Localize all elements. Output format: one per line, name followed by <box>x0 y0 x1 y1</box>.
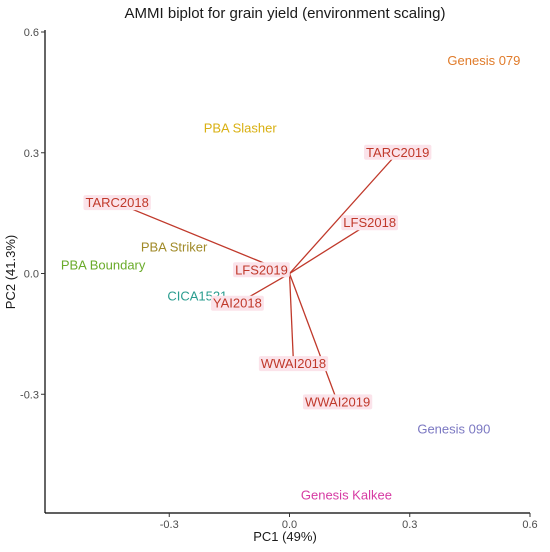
environment-label-bg <box>210 295 264 311</box>
environment-label-bg <box>83 195 151 211</box>
x-tick-label: 0.3 <box>402 519 417 531</box>
environment-label-text: TARC2018 <box>85 195 148 210</box>
environment-label-bg <box>302 394 373 410</box>
environment-vector <box>288 273 294 365</box>
environment-vector <box>117 203 290 275</box>
environment-label-text: TARC2019 <box>366 145 429 160</box>
environment-label-bg <box>364 144 432 160</box>
y-tick-label: 0.0 <box>24 269 39 281</box>
genotype-label: Genesis Kalkee <box>301 488 392 503</box>
environment-label: TARC2018 <box>83 195 151 211</box>
environment-label-bg <box>233 262 290 278</box>
environment-label-text: WWAI2018 <box>261 356 326 371</box>
x-tick-label: -0.3 <box>160 519 179 531</box>
environment-label-text: LFS2019 <box>235 262 288 277</box>
point-labels: Genesis 079 PBA Slasher PBA Striker PBA Bou… <box>61 53 521 503</box>
genotype-label: PBA Boundary <box>61 257 146 272</box>
environment-label: YAI2018 <box>210 295 264 311</box>
chart-title: AMMI biplot for grain yield (environment… <box>125 5 446 22</box>
genotype-label: PBA Slasher <box>204 121 278 136</box>
axes: -0.3 0.0 0.3 0.6 -0.3 0.0 0.3 0.6 <box>20 27 538 531</box>
x-tick-label: 0.0 <box>282 519 297 531</box>
environment-vector <box>289 153 398 274</box>
y-tick-label: 0.6 <box>24 27 39 39</box>
environment-label: WWAI2018 <box>258 356 329 372</box>
environment-label-text: LFS2018 <box>343 215 396 230</box>
environment-label-bg <box>341 215 399 231</box>
genotype-label: Genesis 079 <box>447 53 520 68</box>
x-tick-label: 0.6 <box>522 519 537 531</box>
environment-label: WWAI2019 <box>302 394 373 410</box>
genotype-label: PBA Striker <box>141 239 208 254</box>
environment-label-bg <box>258 356 329 372</box>
y-tick-label: 0.3 <box>24 148 39 160</box>
x-axis-title: PC1 (49%) <box>253 529 317 544</box>
environment-label: LFS2018 <box>341 215 399 231</box>
genotype-label: Genesis 090 <box>417 421 490 436</box>
environment-label-text: YAI2018 <box>213 296 262 311</box>
y-axis-title: PC2 (41.3%) <box>3 235 18 309</box>
environment-vectors <box>117 153 398 403</box>
y-tick-label: -0.3 <box>20 389 39 401</box>
environment-vector <box>289 223 370 275</box>
environment-vector <box>288 273 338 403</box>
environment-label: TARC2019 <box>364 144 432 160</box>
environment-label: LFS2019 <box>233 262 290 278</box>
environment-label-text: WWAI2019 <box>305 394 370 409</box>
